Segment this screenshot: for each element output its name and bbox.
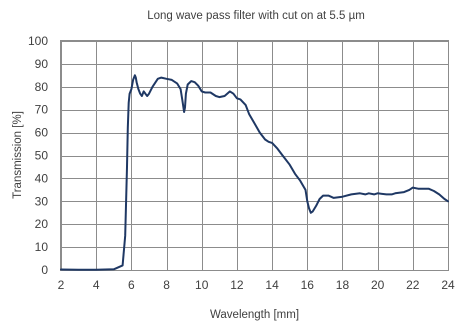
x-tick-label: 16 xyxy=(301,278,315,292)
y-tick-label: 70 xyxy=(35,103,49,117)
x-tick-label: 18 xyxy=(336,278,350,292)
y-tick-label: 50 xyxy=(35,149,49,163)
x-tick-label: 2 xyxy=(58,278,65,292)
y-tick-label: 20 xyxy=(35,217,49,231)
transmission-series-line xyxy=(60,74,449,271)
y-tick-label: 30 xyxy=(35,194,49,208)
x-tick-label: 14 xyxy=(265,278,279,292)
x-axis-title: Wavelength [mm] xyxy=(210,309,299,321)
x-tick-label: 10 xyxy=(195,278,209,292)
x-tick-label: 6 xyxy=(128,278,135,292)
grid xyxy=(61,41,449,271)
x-tick-label: 24 xyxy=(441,278,455,292)
x-axis-ticks: 2 4 6 8 10 12 14 16 18 20 22 24 xyxy=(58,278,455,292)
x-tick-label: 20 xyxy=(371,278,385,292)
series-layer xyxy=(60,74,449,271)
y-axis-ticks: 0 10 20 30 40 50 60 70 80 90 100 xyxy=(28,34,48,277)
y-tick-label: 100 xyxy=(28,34,48,48)
y-tick-label: 60 xyxy=(35,126,49,140)
y-tick-label: 40 xyxy=(35,171,49,185)
x-tick-label: 4 xyxy=(93,278,100,292)
y-tick-label: 90 xyxy=(35,57,49,71)
y-tick-label: 80 xyxy=(35,80,49,94)
y-tick-label: 0 xyxy=(41,263,48,277)
y-tick-label: 10 xyxy=(35,240,49,254)
x-tick-label: 8 xyxy=(163,278,170,292)
chart-title: Long wave pass filter with cut on at 5.5… xyxy=(147,10,365,22)
x-tick-label: 22 xyxy=(406,278,420,292)
y-axis-title: Transmission [%] xyxy=(12,111,24,199)
plot-area-frame xyxy=(60,40,449,271)
x-tick-label: 12 xyxy=(230,278,244,292)
